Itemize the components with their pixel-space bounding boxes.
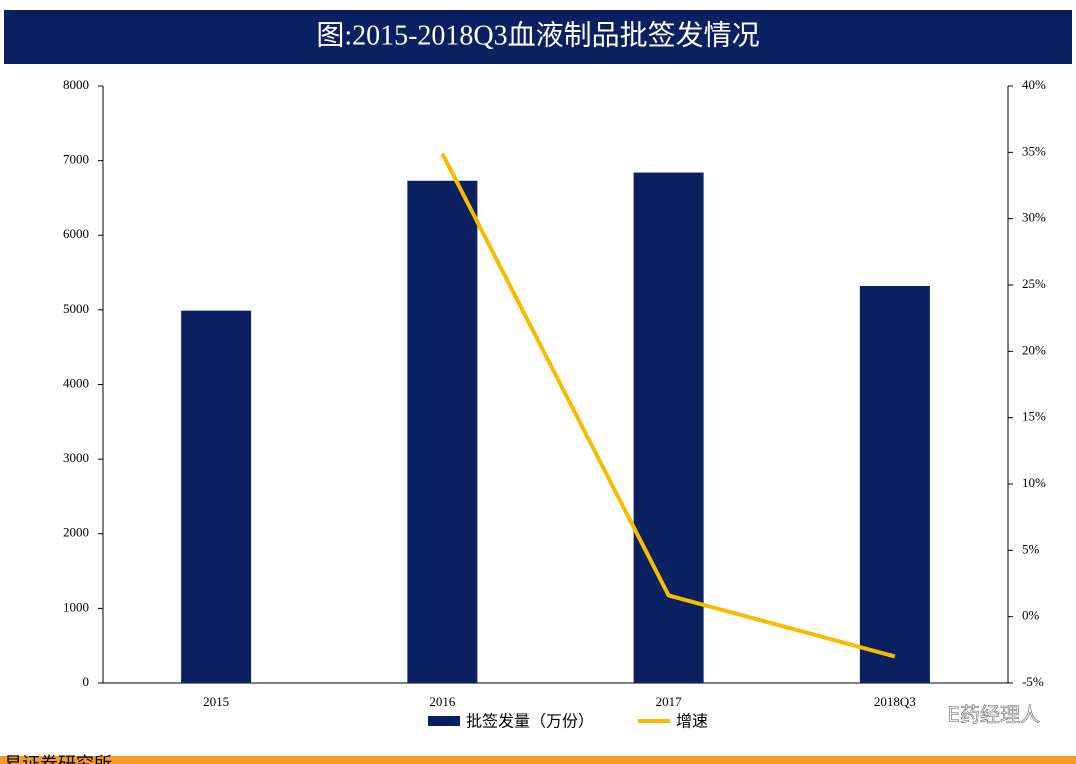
y2-tick-label: -5% [1022,674,1044,689]
y2-tick-label: 10% [1022,475,1046,490]
y-tick-label: 6000 [63,226,89,241]
y-tick-label: 0 [83,674,90,689]
y2-tick-label: 35% [1022,143,1046,158]
bar [181,310,252,683]
title-bar [4,10,1072,64]
y2-tick-label: 15% [1022,409,1046,424]
y-tick-label: 1000 [63,599,89,614]
x-tick-label: 2018Q3 [874,694,916,709]
bar [633,172,704,683]
y-tick-label: 3000 [63,450,89,465]
watermark: E药经理人 [947,703,1040,727]
y-tick-label: 7000 [63,152,89,167]
y-tick-label: 4000 [63,375,89,390]
x-tick-label: 2015 [203,694,229,709]
bar [859,285,930,683]
line [440,152,896,659]
bar [407,180,478,683]
y2-tick-label: 0% [1022,608,1040,623]
legend-label: 批签发量（万份） [466,712,594,731]
legend-label: 增速 [676,712,708,731]
y2-tick-label: 5% [1022,541,1040,556]
x-tick-label: 2016 [429,694,456,709]
y2-tick-label: 30% [1022,210,1046,225]
legend-swatch [428,716,460,726]
y-tick-label: 8000 [63,77,89,92]
source: 易证券研究所 [4,754,112,764]
y-tick-label: 2000 [63,525,89,540]
chart-title: 图:2015-2018Q3血液制品批签发情况 [316,19,759,51]
y2-tick-label: 20% [1022,342,1046,357]
y-tick-label: 5000 [63,301,89,316]
y2-tick-label: 25% [1022,276,1046,291]
x-tick-label: 2017 [656,694,683,709]
y2-tick-label: 40% [1022,77,1046,92]
source-bar [0,756,1076,764]
